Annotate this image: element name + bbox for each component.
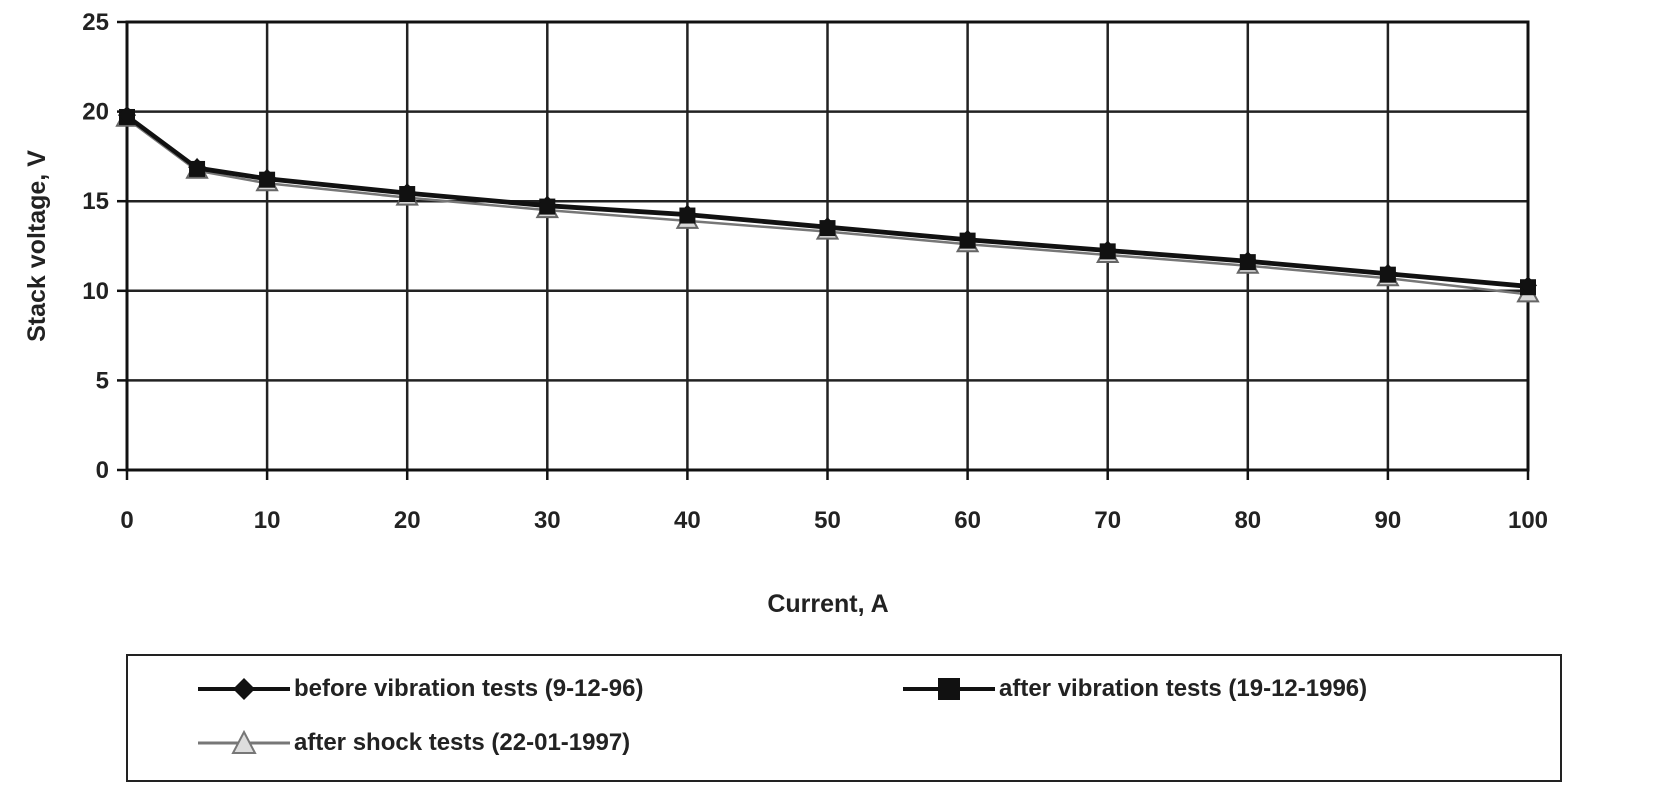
x-tick-label: 50 xyxy=(814,507,841,534)
y-tick-label: 5 xyxy=(96,367,109,394)
data-point-diamond xyxy=(1378,263,1397,282)
legend: before vibration tests (9-12-96) after v… xyxy=(126,654,1562,782)
series-diamond xyxy=(118,106,1537,295)
data-series xyxy=(115,105,1540,303)
legend-item-after-shock: after shock tests (22-01-1997) xyxy=(198,728,630,758)
y-axis-title: Stack voltage, V xyxy=(23,150,51,342)
legend-label: after shock tests (22-01-1997) xyxy=(294,729,631,756)
series-line xyxy=(126,117,1529,296)
data-point-diamond xyxy=(1238,251,1257,270)
data-point-diamond xyxy=(398,183,417,202)
x-tick-label: 60 xyxy=(954,507,981,534)
data-point-diamond xyxy=(118,106,136,125)
square-marker-icon xyxy=(903,678,995,700)
data-point-diamond xyxy=(258,168,277,187)
data-point-diamond xyxy=(678,204,697,223)
axes xyxy=(117,20,1530,480)
legend-item-after-vibration: after vibration tests (19-12-1996) xyxy=(903,674,1367,704)
x-tick-label: 10 xyxy=(254,507,281,534)
y-tick-label: 25 xyxy=(82,9,109,36)
triangle-marker-icon xyxy=(198,729,290,754)
series-line xyxy=(126,113,1529,287)
x-tick-label: 40 xyxy=(674,507,701,534)
x-tick-label: 70 xyxy=(1094,507,1121,534)
y-tick-label: 15 xyxy=(82,188,109,215)
y-tick-label: 20 xyxy=(82,99,109,126)
y-tick-label: 0 xyxy=(96,457,109,484)
y-tick-label: 10 xyxy=(82,278,109,305)
series-line xyxy=(126,115,1529,289)
diamond-marker-icon xyxy=(198,678,290,700)
data-point-diamond xyxy=(538,195,557,214)
data-point-diamond xyxy=(958,229,977,248)
x-tick-label: 30 xyxy=(534,507,561,534)
legend-label: before vibration tests (9-12-96) xyxy=(294,675,644,702)
x-tick-label: 0 xyxy=(120,507,133,534)
x-tick-label: 100 xyxy=(1508,507,1548,534)
grid-lines xyxy=(125,20,1530,472)
x-tick-labels: 0 10 20 30 40 50 60 70 80 90 100 xyxy=(120,507,1548,534)
x-tick-label: 20 xyxy=(394,507,421,534)
data-point-diamond xyxy=(818,217,837,236)
line-chart: 0 10 20 30 40 50 60 70 80 90 100 0 5 10 15 20 25 Curren… xyxy=(23,9,1548,618)
y-tick-labels: 0 5 10 15 20 25 xyxy=(82,9,109,484)
x-tick-label: 90 xyxy=(1375,507,1402,534)
data-point-diamond xyxy=(1519,276,1537,295)
legend-item-before-vibration: before vibration tests (9-12-96) xyxy=(198,674,643,704)
data-point-diamond xyxy=(1098,240,1117,259)
x-axis-title: Current, A xyxy=(767,590,888,618)
x-tick-label: 80 xyxy=(1234,507,1261,534)
data-point-diamond xyxy=(188,158,207,177)
legend-label: after vibration tests (19-12-1996) xyxy=(999,675,1368,702)
